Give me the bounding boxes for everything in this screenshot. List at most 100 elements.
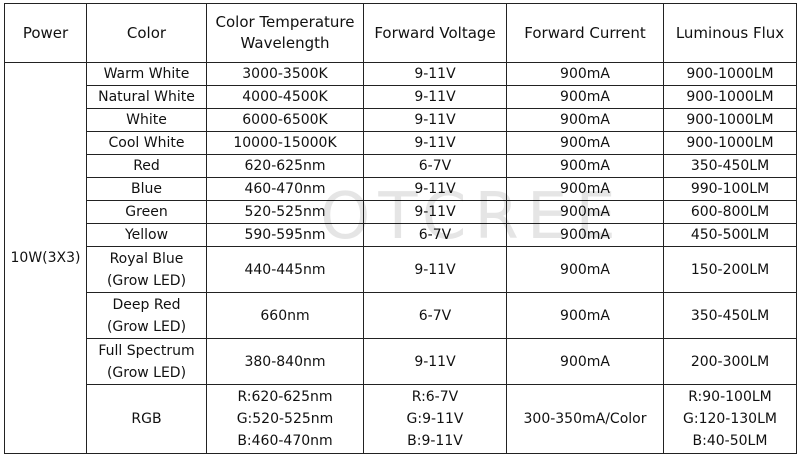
- cell-line: 9-11V: [414, 204, 456, 220]
- data-cell: Green: [86, 200, 207, 224]
- data-cell: White: [86, 108, 207, 132]
- data-cell: Yellow: [86, 223, 207, 247]
- data-cell: 460-470nm: [206, 177, 364, 201]
- data-cell: 440-445nm: [206, 246, 364, 293]
- cell-line: 620-625nm: [244, 158, 326, 174]
- cell-line: 350-450LM: [690, 158, 770, 174]
- cell-line: 300-350mA/Color: [523, 411, 647, 427]
- cell-line: G:9-11V: [406, 411, 464, 427]
- header-cell: Forward Current: [506, 3, 664, 63]
- data-cell: 660nm: [206, 292, 364, 339]
- data-cell: 350-450LM: [663, 292, 797, 339]
- cell-line: 900mA: [560, 181, 610, 197]
- data-cell: Red: [86, 154, 207, 178]
- data-cell: 900mA: [506, 131, 664, 155]
- data-cell: Blue: [86, 177, 207, 201]
- cell-line: 10000-15000K: [233, 135, 337, 151]
- data-row: Royal Blue (Grow LED) 440-445nm 9-11V 900mA 1…: [5, 246, 797, 293]
- data-cell: 900mA: [506, 223, 664, 247]
- cell-line: Yellow: [124, 227, 169, 243]
- data-cell: RGB: [86, 384, 207, 454]
- header-cell: Forward Voltage: [363, 3, 507, 63]
- header-cell: Power: [4, 3, 87, 63]
- cell-line: Red: [133, 158, 160, 174]
- cell-line: (Grow LED): [106, 272, 187, 289]
- data-cell: R:6-7V G:9-11V B:9-11V: [363, 384, 507, 454]
- cell-line: Full Spectrum: [98, 342, 195, 359]
- cell-line: Cool White: [108, 135, 185, 151]
- data-row: RGB R:620-625nm G:520-525nm B:460-470nm R:6-…: [5, 384, 797, 454]
- cell-line: Forward Current: [524, 23, 646, 42]
- data-cell: 3000-3500K: [206, 62, 364, 86]
- cell-line: 900mA: [560, 204, 610, 220]
- data-row: Yellow 590-595nm 6-7V 900mA 450-500LM: [5, 223, 797, 247]
- data-cell: Royal Blue (Grow LED): [86, 246, 207, 293]
- data-row: Green 520-525nm 9-11V 900mA 600-800LM: [5, 200, 797, 224]
- cell-line: 3000-3500K: [242, 66, 328, 82]
- data-cell: 900mA: [506, 292, 664, 339]
- cell-line: 600-800LM: [690, 204, 770, 220]
- cell-line: 200-300LM: [690, 353, 770, 370]
- data-cell: 10000-15000K: [206, 131, 364, 155]
- data-row: White 6000-6500K 9-11V 900mA 900-1000LM: [5, 108, 797, 132]
- cell-line: White: [126, 112, 167, 128]
- cell-line: (Grow LED): [106, 364, 187, 381]
- data-cell: Full Spectrum (Grow LED): [86, 338, 207, 385]
- data-cell: 9-11V: [363, 177, 507, 201]
- data-row: Natural White 4000-4500K 9-11V 900mA 900-100…: [5, 85, 797, 109]
- data-row: Cool White 10000-15000K 9-11V 900mA 900-1000…: [5, 131, 797, 155]
- data-cell: 6-7V: [363, 154, 507, 178]
- data-cell: 300-350mA/Color: [506, 384, 664, 454]
- cell-line: Royal Blue: [109, 250, 184, 267]
- cell-line: 900mA: [560, 135, 610, 151]
- table-body: Power Color Color Temperature Wavelength For…: [4, 3, 797, 454]
- header-cell: Color: [86, 3, 207, 63]
- cell-line: Wavelength: [240, 34, 330, 52]
- cell-line: Luminous Flux: [675, 23, 785, 42]
- header-cell: Color Temperature Wavelength: [206, 3, 364, 63]
- cell-line: 990-100LM: [690, 181, 770, 197]
- cell-line: Natural White: [98, 89, 195, 105]
- cell-line: 900-1000LM: [686, 66, 774, 82]
- data-cell: 9-11V: [363, 85, 507, 109]
- data-cell: 900-1000LM: [663, 62, 797, 86]
- cell-line: 900mA: [560, 158, 610, 174]
- cell-line: 900-1000LM: [686, 135, 774, 151]
- data-cell: 620-625nm: [206, 154, 364, 178]
- cell-line: 9-11V: [414, 181, 456, 197]
- cell-line: 4000-4500K: [242, 89, 328, 105]
- cell-line: 380-840nm: [244, 353, 326, 370]
- data-cell: 9-11V: [363, 108, 507, 132]
- data-cell: 9-11V: [363, 131, 507, 155]
- data-cell: 590-595nm: [206, 223, 364, 247]
- data-cell: Warm White: [86, 62, 207, 86]
- data-row: 10W(3X3) Warm White 3000-3500K 9-11V 900mA 90…: [4, 62, 797, 454]
- cell-line: 900mA: [560, 227, 610, 243]
- cell-line: 440-445nm: [244, 261, 326, 278]
- data-cell: 9-11V: [363, 62, 507, 86]
- data-cell: 900-1000LM: [663, 131, 797, 155]
- data-cell: 9-11V: [363, 338, 507, 385]
- cell-line: 150-200LM: [690, 261, 770, 278]
- cell-line: 6-7V: [418, 307, 452, 324]
- cell-line: 6-7V: [418, 158, 452, 174]
- cell-line: 900mA: [560, 261, 610, 278]
- cell-line: G:520-525nm: [236, 411, 334, 427]
- cell-line: 900-1000LM: [686, 89, 774, 105]
- cell-line: B:9-11V: [407, 433, 463, 449]
- header-cell: Luminous Flux: [663, 3, 797, 63]
- cell-line: 450-500LM: [690, 227, 770, 243]
- cell-line: Color Temperature: [215, 13, 355, 31]
- data-cell: 380-840nm: [206, 338, 364, 385]
- data-cell: 900mA: [506, 108, 664, 132]
- data-cell: 900-1000LM: [663, 108, 797, 132]
- data-row: Red 620-625nm 6-7V 900mA 350-450LM: [5, 154, 797, 178]
- cell-line: Warm White: [103, 66, 190, 82]
- cell-line: 900mA: [560, 307, 610, 324]
- header-row: Power Color Color Temperature Wavelength For…: [4, 3, 797, 63]
- cell-line: 590-595nm: [244, 227, 326, 243]
- data-row: Blue 460-470nm 9-11V 900mA 990-100LM: [5, 177, 797, 201]
- data-cell: 520-525nm: [206, 200, 364, 224]
- data-cell: 900mA: [506, 338, 664, 385]
